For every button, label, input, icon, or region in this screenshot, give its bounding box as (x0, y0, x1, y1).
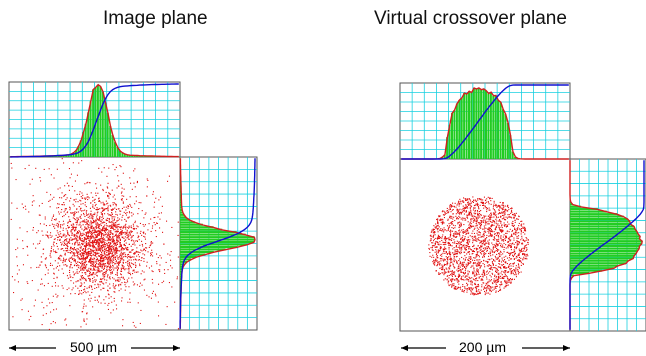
top-cumulative-curve (10, 83, 179, 158)
panel-title-virtual-crossover-plane: Virtual crossover plane (374, 8, 567, 29)
scale-bar-label-crossover-plane: 200 µm (459, 339, 506, 355)
scale-arrowhead (401, 345, 408, 351)
scale-arrowhead (563, 345, 570, 351)
scale-arrows (9, 345, 570, 351)
panel-image-plane (8, 81, 258, 331)
scale-arrowhead (173, 345, 180, 351)
top-cumulative-curve (401, 84, 569, 160)
panel-virtual-crossover-plane (399, 82, 646, 332)
scatter-plot-box (8, 156, 181, 331)
scale-bar-label-image-plane: 500 µm (70, 339, 117, 355)
scatter-dots (428, 196, 529, 296)
scale-arrowhead (9, 345, 16, 351)
scatter-dots (10, 158, 179, 330)
right-cumulative-curve (569, 160, 645, 330)
panel-title-image-plane: Image plane (103, 8, 208, 29)
right-cumulative-curve (179, 158, 256, 329)
right-histogram-bars (570, 195, 643, 284)
